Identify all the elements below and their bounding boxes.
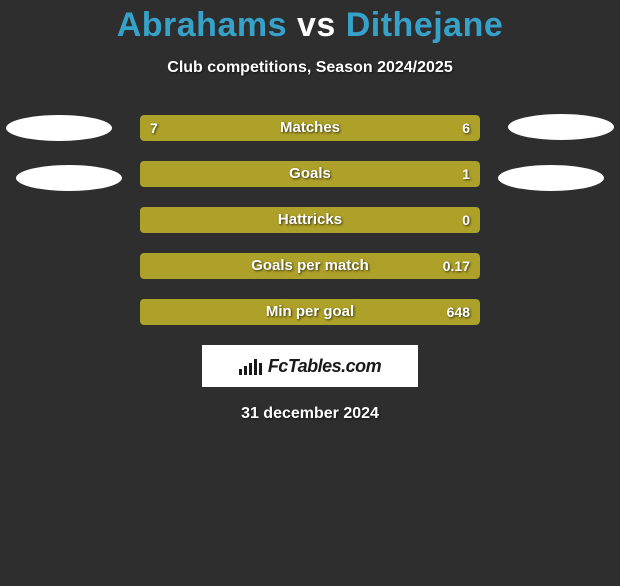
date-text: 31 december 2024 [0,405,620,423]
stat-row: 1Goals [140,161,480,187]
stat-label: Goals per match [140,253,480,279]
comparison-card: Abrahams vs Dithejane Club competitions,… [0,6,620,423]
title-separator: vs [297,6,336,44]
decor-ellipse-left-1 [6,115,112,141]
stat-label: Matches [140,115,480,141]
chart-bars-icon [239,357,262,375]
title: Abrahams vs Dithejane [0,6,620,45]
subtitle: Club competitions, Season 2024/2025 [0,59,620,77]
stat-label: Hattricks [140,207,480,233]
stat-bars: 76Matches 1Goals 0Hattricks 0.17Goals per m… [140,115,480,325]
stat-row: 0.17Goals per match [140,253,480,279]
stat-label: Min per goal [140,299,480,325]
stats-area: 76Matches 1Goals 0Hattricks 0.17Goals per m… [0,115,620,325]
decor-ellipse-left-2 [16,165,122,191]
player-b-name: Dithejane [346,6,504,44]
logo-box: FcTables.com [202,345,418,387]
stat-label: Goals [140,161,480,187]
stat-row: 0Hattricks [140,207,480,233]
player-a-name: Abrahams [117,6,287,44]
decor-ellipse-right-2 [498,165,604,191]
logo-text: FcTables.com [268,356,381,377]
decor-ellipse-right-1 [508,114,614,140]
stat-row: 76Matches [140,115,480,141]
stat-row: 648Min per goal [140,299,480,325]
